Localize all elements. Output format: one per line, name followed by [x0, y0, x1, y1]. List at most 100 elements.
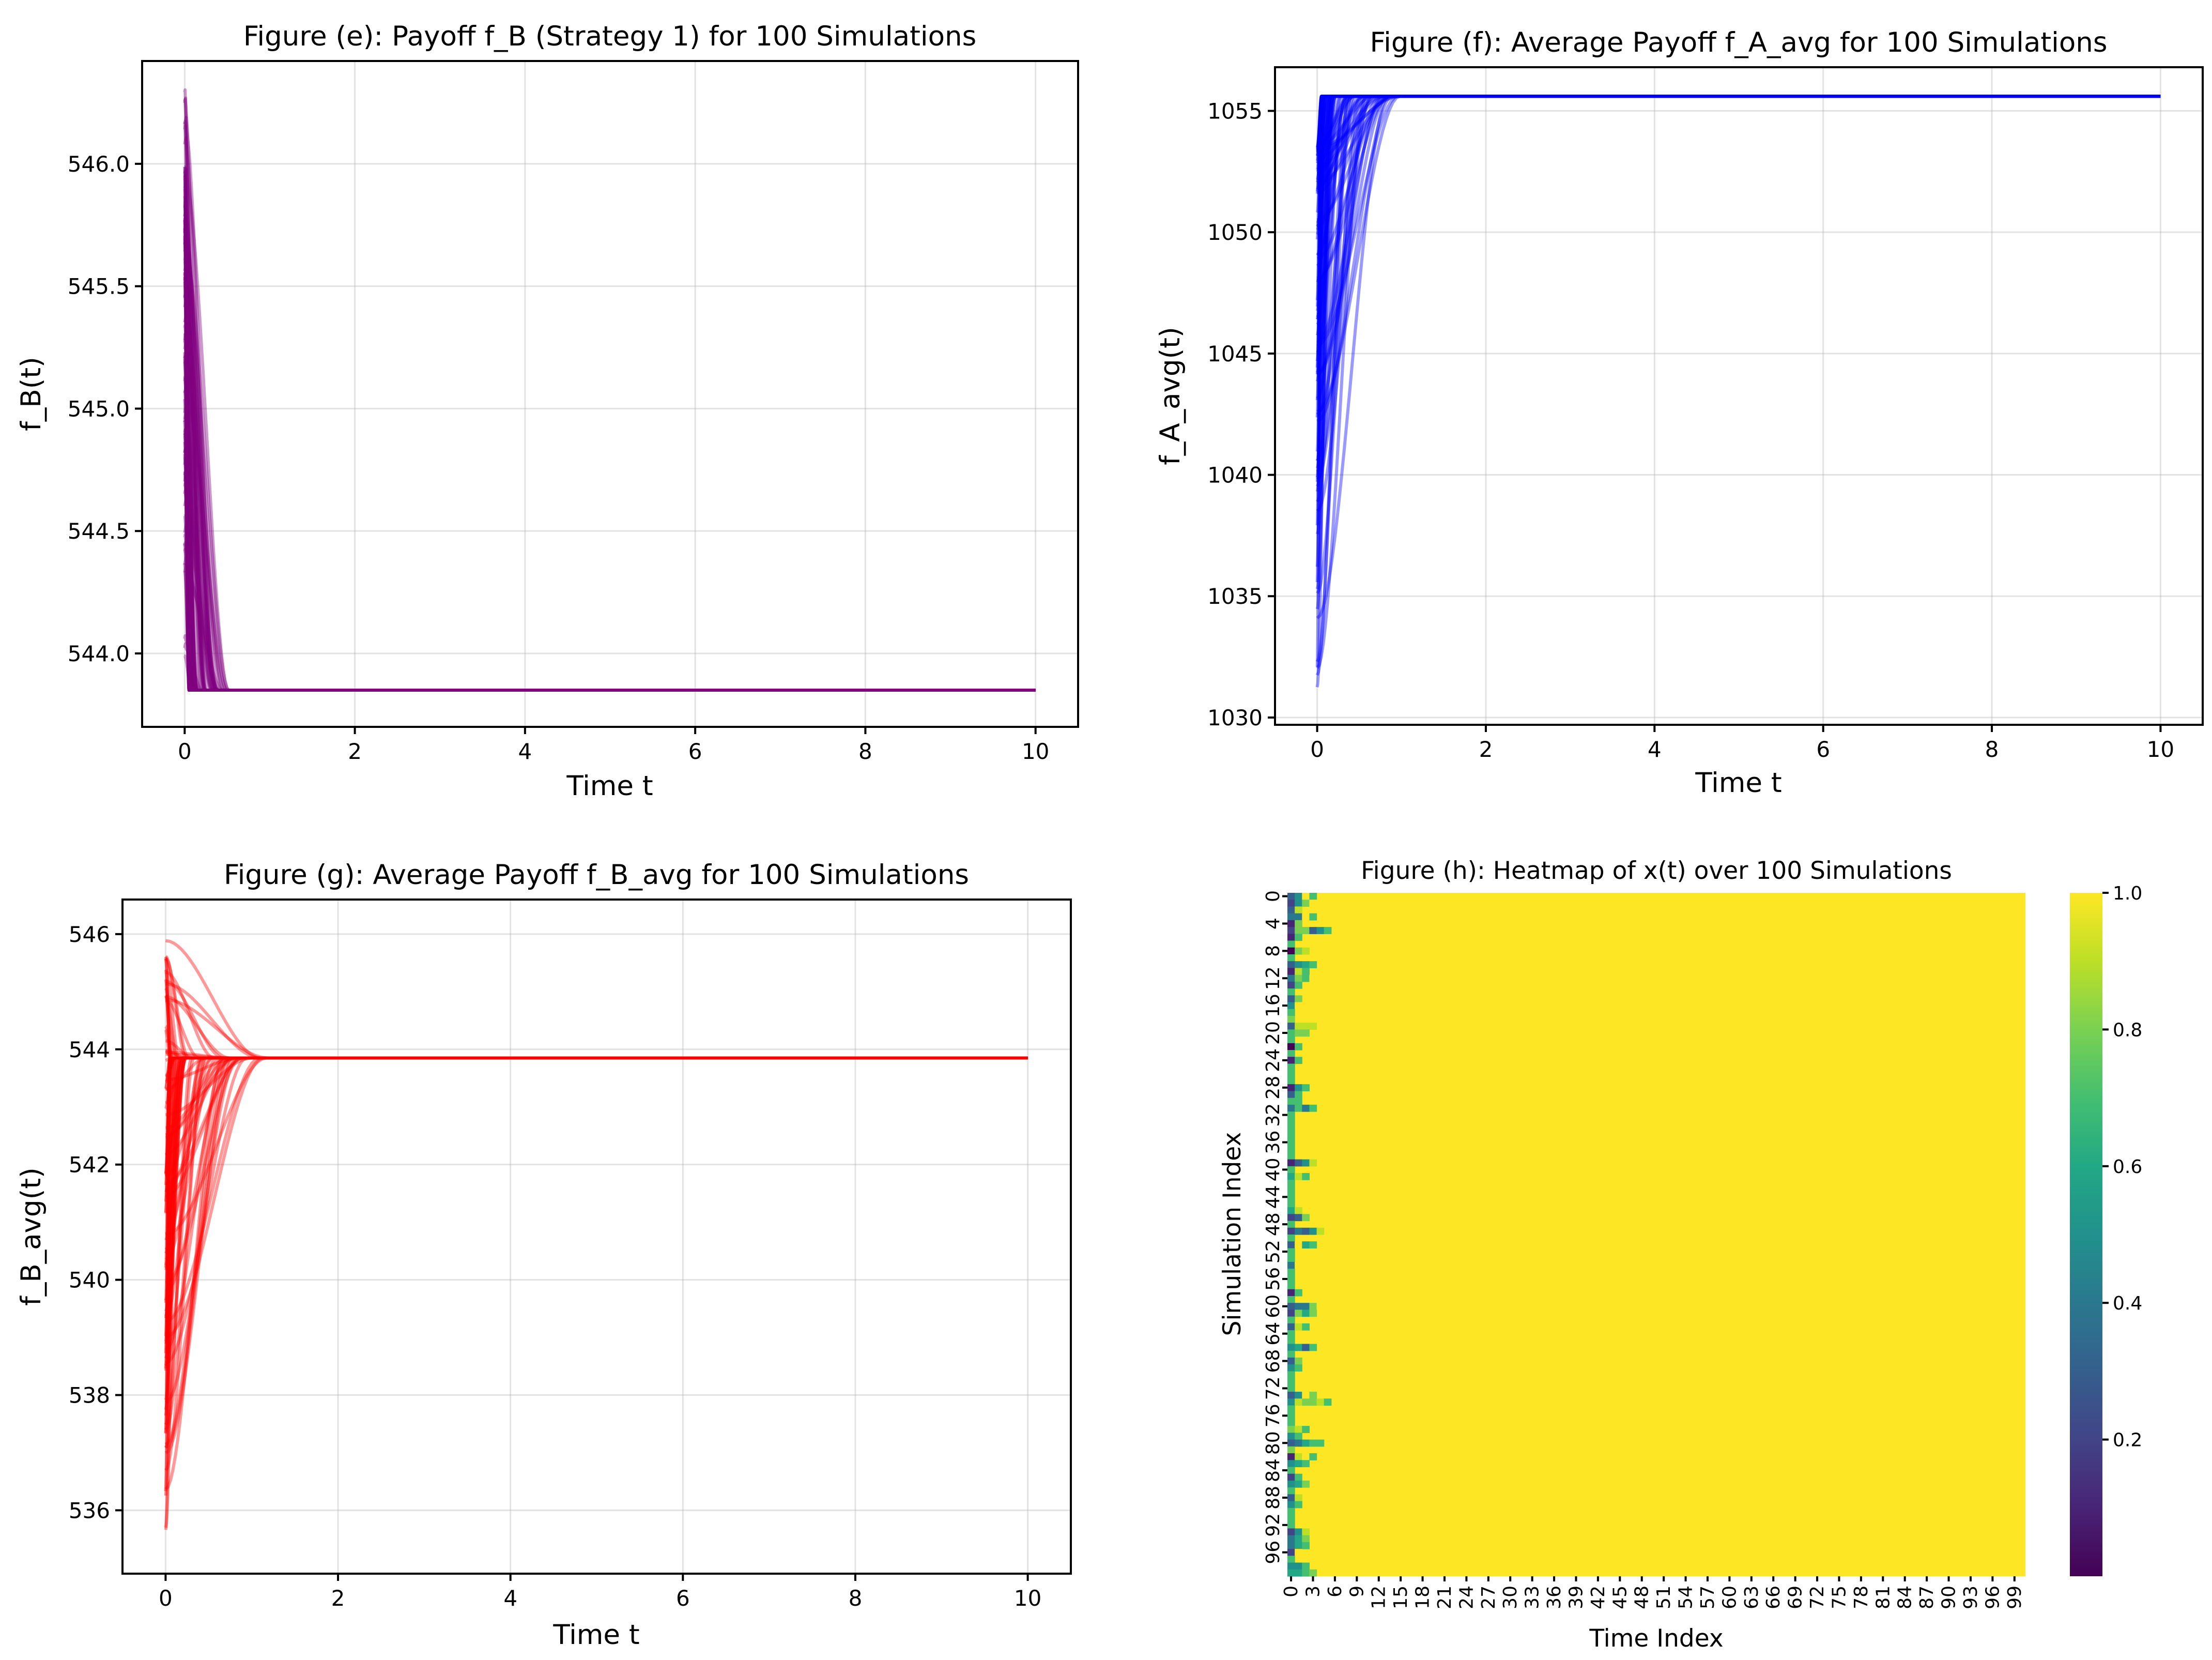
- chart-f-series-line: [1315, 95, 2161, 418]
- heatmap-cell: [1316, 1227, 1325, 1235]
- chart-g-series-line: [165, 1056, 1028, 1178]
- chart-f-ylabel: f_A_avg(t): [1155, 327, 1186, 465]
- heatmap-cell: [1287, 1316, 1295, 1324]
- heatmap-cell: [1287, 1029, 1295, 1037]
- chart-g-series-line: [164, 1056, 1028, 1302]
- heatmap-ytick-label: 88: [1263, 1486, 1284, 1510]
- heatmap-cell: [1287, 1002, 1295, 1010]
- chart-g-series-line: [164, 1025, 1028, 1060]
- chart-f-series-line: [1316, 95, 2161, 222]
- heatmap-cell: [1302, 1214, 1310, 1222]
- chart-f-series-line: [1316, 95, 2161, 260]
- heatmap-cell: [1287, 927, 1295, 934]
- heatmap-ytick-label: 68: [1263, 1349, 1284, 1373]
- chart-e-series-line: [183, 456, 1036, 692]
- chart-h-title: Figure (h): Heatmap of x(t) over 100 Sim…: [1361, 857, 1952, 885]
- chart-e-series-line: [183, 254, 1036, 692]
- heatmap-cell: [1295, 1364, 1302, 1372]
- heatmap-cell: [1309, 893, 1317, 900]
- chart-g-series-line: [165, 1056, 1028, 1323]
- heatmap-cell: [1287, 1023, 1295, 1030]
- heatmap-xtick-label: 21: [1434, 1586, 1455, 1609]
- chart-f-series-line: [1315, 95, 2161, 567]
- heatmap-cell: [1309, 1569, 1317, 1577]
- heatmap-cell: [1287, 1289, 1295, 1297]
- heatmap-cell: [1287, 1159, 1295, 1167]
- heatmap-cell: [1309, 1241, 1317, 1249]
- chart-f-yticks: 1030 1035 1040 1045 1050 1055: [1207, 98, 1275, 730]
- heatmap-background: [1287, 893, 2025, 1576]
- chart-e-series-line: [183, 352, 1036, 692]
- chart-f-series-line: [1315, 95, 2161, 373]
- heatmap-cell: [1287, 981, 1295, 989]
- heatmap-cell: [1295, 1501, 1302, 1509]
- chart-f-lines: [1315, 95, 2161, 688]
- chart-e-series-line: [183, 235, 1036, 692]
- heatmap-ytick-label: 4: [1263, 918, 1284, 930]
- heatmap-cell: [1302, 1480, 1310, 1488]
- heatmap-xticks: 0 3 6 9 12 15 18 21 24 27 30 33 36 39 42 45 48 51 54 57 60 63…: [1281, 1576, 2025, 1609]
- heatmap-ytick-label: 16: [1263, 994, 1284, 1017]
- heatmap-ytick-label: 20: [1263, 1021, 1284, 1045]
- colorbar-tick-label: 1.0: [2113, 883, 2142, 904]
- heatmap-cell: [1309, 1344, 1317, 1351]
- chart-e-ytick-label: 545.5: [68, 274, 130, 299]
- chart-f-series-line: [1316, 95, 2161, 150]
- heatmap-cell: [1295, 1535, 1302, 1543]
- colorbar-tick-label: 0.8: [2113, 1019, 2142, 1041]
- chart-f-series-line: [1316, 95, 2161, 149]
- chart-e-xtick-label: 8: [858, 739, 872, 764]
- heatmap-cell: [1309, 974, 1317, 982]
- heatmap-cell: [1309, 961, 1317, 969]
- heatmap-ytick-label: 12: [1263, 966, 1284, 990]
- chart-e-grid: [142, 61, 1078, 727]
- chart-g-series-line: [164, 1056, 1028, 1269]
- chart-e-series-line: [183, 260, 1036, 692]
- chart-g-series-line: [164, 1056, 1028, 1186]
- chart-e-series-line: [183, 215, 1036, 692]
- chart-g-frame: [121, 898, 1072, 1575]
- chart-e-series-line: [183, 170, 1036, 692]
- chart-f-series-line: [1317, 95, 2161, 171]
- chart-e-series-line: [183, 88, 1036, 692]
- heatmap-cell: [1295, 1159, 1302, 1167]
- chart-h-xlabel: Time Index: [1589, 1624, 1723, 1653]
- heatmap-cell: [1295, 995, 1302, 1003]
- heatmap-cell: [1309, 1159, 1317, 1167]
- heatmap-cell: [1287, 1473, 1295, 1481]
- chart-f-series-line: [1315, 95, 2161, 526]
- chart-f-xtick-label: 0: [1310, 737, 1324, 762]
- chart-e-series-line: [183, 98, 1036, 692]
- chart-g-series-line: [165, 957, 1028, 1060]
- chart-f-series-line: [1316, 95, 2161, 149]
- heatmap-cell: [1287, 1501, 1295, 1509]
- chart-h-ylabel: Simulation Index: [1218, 1132, 1247, 1336]
- heatmap-ytick-label: 28: [1263, 1076, 1284, 1100]
- chart-g-series-line: [164, 955, 1028, 1060]
- chart-g-grid: [122, 900, 1071, 1574]
- chart-f-ytick-label: 1055: [1207, 98, 1263, 124]
- chart-g-series-line: [164, 1056, 1028, 1401]
- chart-g-series-line: [164, 1056, 1028, 1062]
- chart-f-series-line: [1315, 95, 2161, 452]
- chart-f-series-line: [1316, 95, 2161, 231]
- chart-g-series-line: [165, 1056, 1028, 1156]
- heatmap-cell: [1295, 1480, 1302, 1488]
- chart-g-series-line: [165, 982, 1028, 1060]
- heatmap-cell: [1316, 927, 1325, 934]
- heatmap-cell: [1302, 1084, 1310, 1091]
- heatmap-xtick-label: 75: [1829, 1586, 1850, 1609]
- chart-g-series-line: [164, 1056, 1028, 1454]
- chart-e-series-line: [183, 167, 1036, 692]
- heatmap-cell: [1287, 1480, 1295, 1488]
- chart-g-series-line: [165, 999, 1028, 1060]
- chart-g-series-line: [165, 1056, 1028, 1185]
- chart-e-series-line: [183, 276, 1036, 692]
- chart-e-ylabel: f_B(t): [16, 357, 47, 431]
- heatmap-xtick-label: 30: [1500, 1586, 1521, 1609]
- chart-g-xtick-label: 4: [503, 1586, 517, 1611]
- heatmap-cell: [1287, 1528, 1295, 1536]
- chart-e-lines: [183, 88, 1036, 692]
- heatmap-cell: [1309, 1303, 1317, 1311]
- chart-f-series-line: [1316, 95, 2161, 347]
